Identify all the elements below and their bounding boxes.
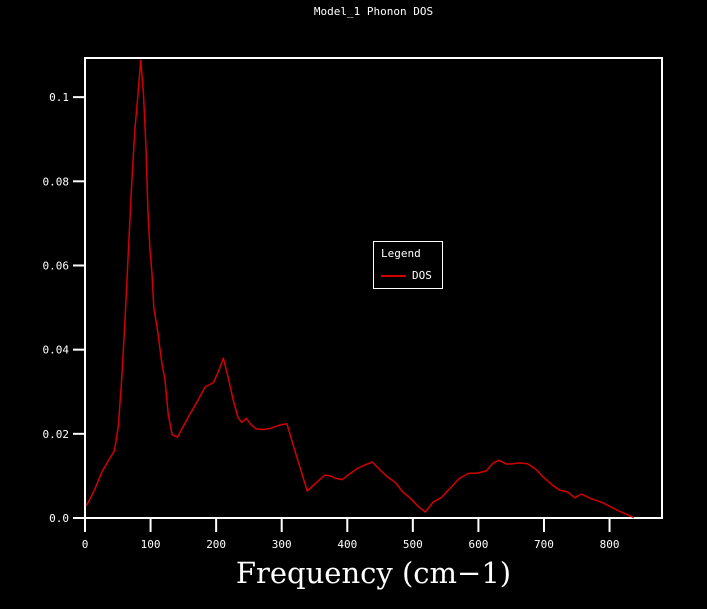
y-tick-label: 0.08 [43, 175, 70, 188]
x-tick-label: 300 [272, 538, 292, 551]
x-tick-label: 400 [337, 538, 357, 551]
x-axis-label: Frequency (cm−1) [235, 556, 512, 590]
x-tick-label: 800 [600, 538, 620, 551]
y-tick-label: 0.06 [43, 259, 70, 272]
x-tick-label: 200 [206, 538, 226, 551]
x-tick-label: 0 [82, 538, 89, 551]
y-tick-label: 0.02 [43, 428, 70, 441]
x-tick-label: 700 [534, 538, 554, 551]
chart-title: Model_1 Phonon DOS [313, 5, 434, 18]
y-tick-label: 0.0 [49, 512, 69, 525]
plot-frame [84, 57, 663, 519]
legend-box: Legend DOS [373, 241, 443, 289]
x-tick-label: 600 [468, 538, 488, 551]
legend-entry-dos: DOS [381, 269, 442, 282]
legend-line-swatch [381, 274, 406, 277]
legend-entry-label: DOS [412, 269, 432, 282]
y-tick-label: 0.04 [43, 344, 70, 357]
x-tick-label: 500 [403, 538, 423, 551]
x-tick-label: 100 [141, 538, 161, 551]
y-tick-label: 0.1 [49, 91, 69, 104]
dos-curve [85, 59, 635, 519]
legend-title: Legend [381, 247, 421, 260]
